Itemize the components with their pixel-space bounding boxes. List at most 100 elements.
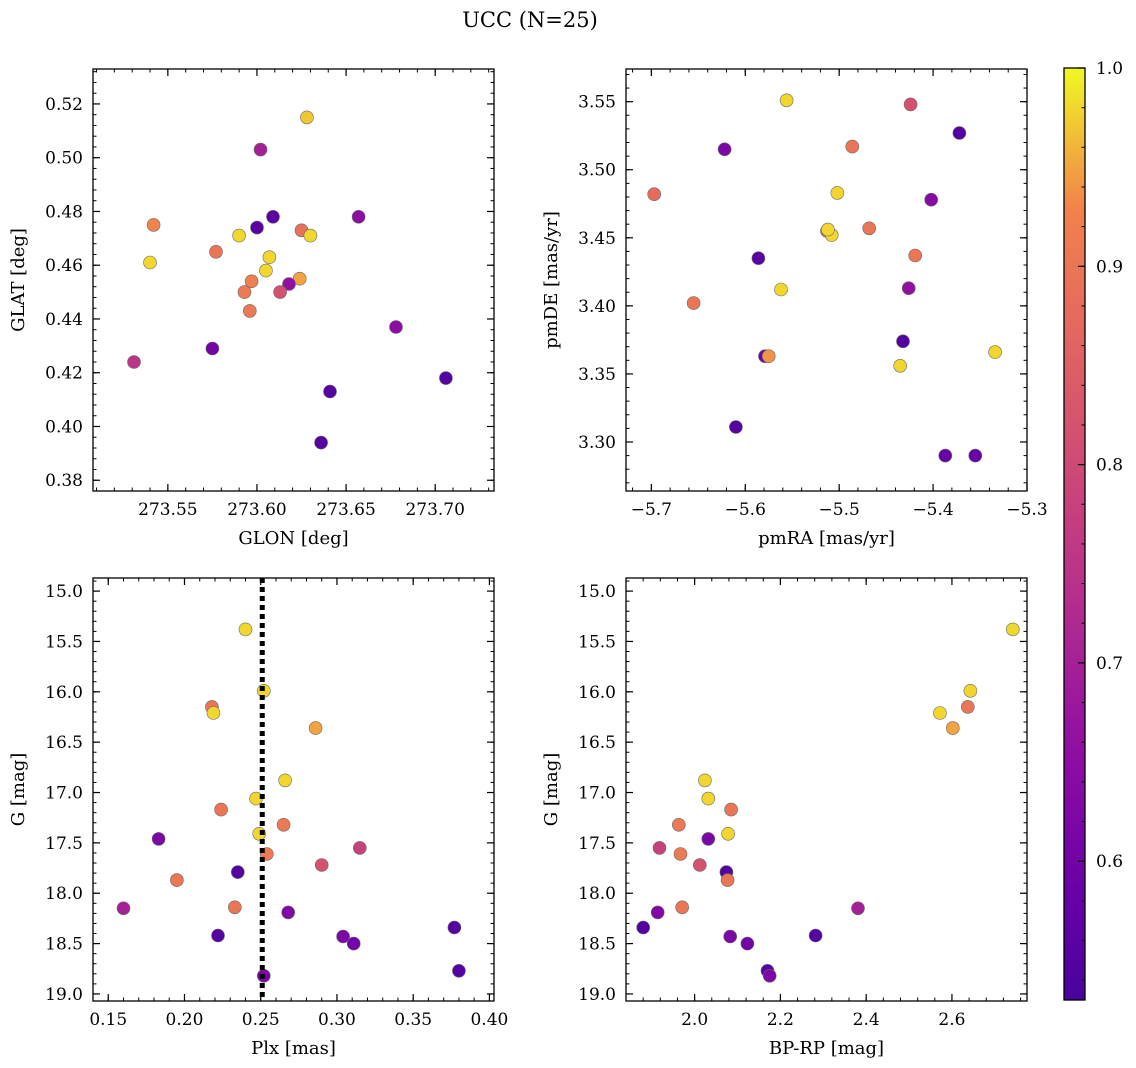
y-tick-label: 18.0 <box>578 884 616 904</box>
y-tick-label: 17.5 <box>578 834 616 854</box>
y-tick-label: 3.40 <box>578 297 616 317</box>
scatter-point <box>845 139 860 154</box>
y-tick-label: 15.5 <box>578 632 616 652</box>
scatter-point <box>206 706 221 720</box>
scatter-point <box>671 817 686 832</box>
x-tick-label: 0.15 <box>89 1010 127 1030</box>
y-tick-label: 16.0 <box>578 683 616 703</box>
y-tick-label: 19.0 <box>578 985 616 1005</box>
scatter-point <box>214 802 228 817</box>
y-tick-label: 18.0 <box>45 884 83 904</box>
scatter-point <box>143 255 157 270</box>
scatter-point <box>237 285 252 299</box>
y-tick-label: 16.0 <box>45 683 83 703</box>
scatter-point <box>336 929 350 944</box>
x-tick-label: 2.6 <box>938 1010 965 1030</box>
scatter-point <box>686 296 701 310</box>
y-tick-label: 0.52 <box>45 95 83 115</box>
scatter-point <box>761 349 776 364</box>
y-tick-label: 0.38 <box>45 471 83 491</box>
colorbar-tick-label: 0.7 <box>1096 654 1123 674</box>
scatter-point <box>323 384 337 399</box>
scatter-point <box>701 791 716 806</box>
scatter-point <box>762 968 777 983</box>
y-tick-label: 18.5 <box>45 935 83 955</box>
scatter-panel-bprp-g: 2.0 2.2 2.4 2.6 15.0 15.5 16.0 16.5 17.0 17.5 18.0… <box>541 577 1028 1059</box>
y-tick-label: 17.5 <box>45 834 83 854</box>
y-tick-label: 0.50 <box>45 149 83 169</box>
scatter-point <box>963 683 978 698</box>
scatter-point <box>896 334 910 349</box>
scatter-point <box>740 936 755 951</box>
colorbar-tick-label: 1.0 <box>1096 59 1123 79</box>
y-tick-label: 0.46 <box>45 256 83 276</box>
scatter-point <box>300 110 314 125</box>
y-axis-label: pmDE [mas/yr] <box>541 211 562 349</box>
scatter-point <box>276 817 291 832</box>
scatter-point <box>952 126 967 140</box>
scatter-point <box>250 220 264 235</box>
scatter-point <box>968 448 983 463</box>
x-axis-label: Plx [mas] <box>251 1038 336 1059</box>
scatter-point <box>647 187 662 201</box>
y-tick-label: 0.48 <box>45 202 83 222</box>
scatter-point <box>314 858 329 872</box>
scatter-point <box>116 901 131 916</box>
x-tick-label: 0.25 <box>242 1010 280 1030</box>
x-tick-label: 2.0 <box>681 1010 708 1030</box>
scatter-panel-pmra-pmde: −5.7 −5.6 −5.5 −5.4 −5.3 3.30 3.35 3.40 3.45 3.50… <box>541 68 1048 549</box>
y-tick-label: 15.5 <box>45 632 83 652</box>
scatter-point <box>231 865 245 879</box>
scatter-point <box>452 963 466 978</box>
y-tick-label: 3.35 <box>578 365 616 385</box>
scatter-point <box>278 773 292 788</box>
scatter-point <box>232 228 246 243</box>
y-tick-label: 3.45 <box>578 229 616 249</box>
scatter-point <box>282 277 296 291</box>
scatter-point <box>281 905 296 920</box>
x-axis-label: pmRA [mas/yr] <box>758 528 895 549</box>
scatter-point <box>717 142 732 157</box>
scatter-point <box>389 320 403 334</box>
y-tick-label: 0.40 <box>45 417 83 437</box>
scatter-point <box>447 920 462 935</box>
scatter-point <box>211 928 225 943</box>
scatter-point <box>253 142 268 157</box>
y-tick-label: 0.42 <box>45 364 83 384</box>
x-tick-label: 2.4 <box>853 1010 880 1030</box>
scatter-point <box>862 221 877 236</box>
x-axis-label: BP-RP [mag] <box>769 1038 884 1059</box>
x-tick-label: −5.4 <box>912 500 953 520</box>
scatter-point <box>243 304 257 318</box>
y-tick-label: 17.0 <box>578 784 616 804</box>
scatter-point <box>729 420 743 434</box>
scatter-point <box>170 873 184 887</box>
x-tick-label: 0.20 <box>166 1010 204 1030</box>
scatter-point <box>314 435 328 450</box>
scatter-point <box>146 218 161 232</box>
x-tick-label: 0.40 <box>470 1010 508 1030</box>
scatter-point <box>692 858 707 872</box>
scatter-point <box>273 285 287 299</box>
scatter-point <box>924 192 939 207</box>
scatter-point <box>351 210 366 224</box>
colorbar-tick-label: 0.6 <box>1096 852 1123 872</box>
x-tick-label: 273.70 <box>405 500 464 520</box>
scatter-point <box>901 281 916 296</box>
scatter-point <box>127 355 141 369</box>
scatter-point <box>244 274 259 289</box>
scatter-point <box>903 97 918 112</box>
scatter-point <box>346 936 361 951</box>
scatter-point <box>945 721 960 735</box>
y-tick-label: 0.44 <box>45 310 83 330</box>
x-tick-label: −5.7 <box>631 500 672 520</box>
scatter-point <box>721 826 735 841</box>
scatter-point <box>851 901 865 916</box>
scatter-point <box>636 920 651 935</box>
y-tick-label: 16.5 <box>578 733 616 753</box>
x-axis-label: GLON [deg] <box>238 528 348 549</box>
scatter-point <box>821 222 835 237</box>
x-tick-label: 273.55 <box>138 500 197 520</box>
scatter-point <box>205 341 220 356</box>
